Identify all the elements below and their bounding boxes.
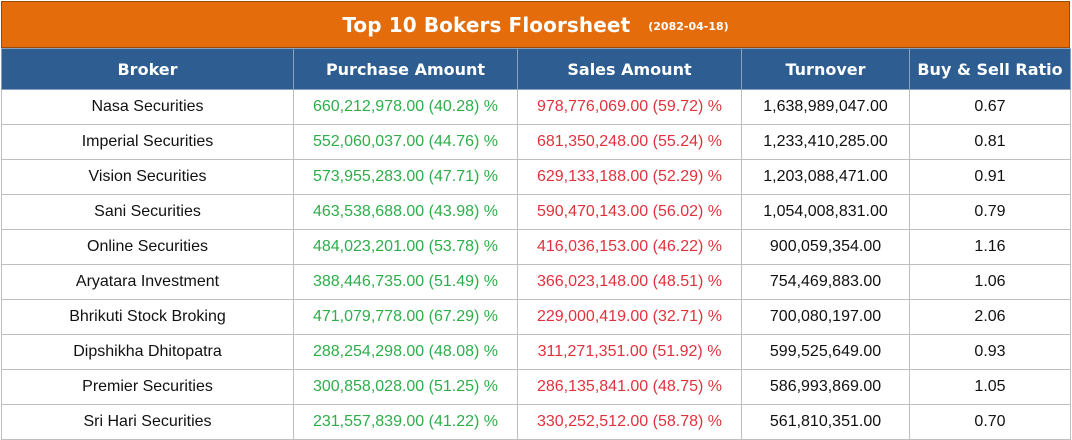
purchase-cell: 484,023,201.00 (53.78) % [293, 229, 518, 265]
ratio-cell: 0.70 [909, 404, 1071, 440]
turnover-cell: 1,203,088,471.00 [741, 159, 910, 195]
broker-cell: Sani Securities [1, 194, 294, 230]
report-date: (2082-04-18) [648, 20, 729, 33]
table-row: Sri Hari Securities 231,557,839.00 (41.2… [1, 404, 1071, 440]
column-header-purchase: Purchase Amount [293, 48, 518, 90]
turnover-cell: 586,993,869.00 [741, 369, 910, 405]
ratio-cell: 1.16 [909, 229, 1071, 265]
table-row: Online Securities 484,023,201.00 (53.78)… [1, 229, 1071, 265]
table-row: Dipshikha Dhitopatra 288,254,298.00 (48.… [1, 334, 1071, 370]
ratio-cell: 1.06 [909, 264, 1071, 300]
floorsheet-table: Broker Purchase Amount Sales Amount Turn… [1, 48, 1071, 440]
purchase-cell: 388,446,735.00 (51.49) % [293, 264, 518, 300]
turnover-cell: 1,638,989,047.00 [741, 89, 910, 125]
broker-cell: Online Securities [1, 229, 294, 265]
sales-cell: 229,000,419.00 (32.71) % [517, 299, 742, 335]
ratio-cell: 2.06 [909, 299, 1071, 335]
broker-cell: Dipshikha Dhitopatra [1, 334, 294, 370]
turnover-cell: 754,469,883.00 [741, 264, 910, 300]
sales-cell: 311,271,351.00 (51.92) % [517, 334, 742, 370]
sales-cell: 629,133,188.00 (52.29) % [517, 159, 742, 195]
table-row: Bhrikuti Stock Broking 471,079,778.00 (6… [1, 299, 1071, 335]
table-row: Sani Securities 463,538,688.00 (43.98) %… [1, 194, 1071, 230]
ratio-cell: 0.67 [909, 89, 1071, 125]
table-row: Vision Securities 573,955,283.00 (47.71)… [1, 159, 1071, 195]
turnover-cell: 561,810,351.00 [741, 404, 910, 440]
sales-cell: 590,470,143.00 (56.02) % [517, 194, 742, 230]
ratio-cell: 0.81 [909, 124, 1071, 160]
sales-cell: 330,252,512.00 (58.78) % [517, 404, 742, 440]
table-row: Nasa Securities 660,212,978.00 (40.28) %… [1, 89, 1071, 125]
broker-cell: Aryatara Investment [1, 264, 294, 300]
sales-cell: 286,135,841.00 (48.75) % [517, 369, 742, 405]
sales-cell: 681,350,248.00 (55.24) % [517, 124, 742, 160]
broker-cell: Nasa Securities [1, 89, 294, 125]
purchase-cell: 463,538,688.00 (43.98) % [293, 194, 518, 230]
broker-cell: Vision Securities [1, 159, 294, 195]
purchase-cell: 288,254,298.00 (48.08) % [293, 334, 518, 370]
ratio-cell: 0.79 [909, 194, 1071, 230]
turnover-cell: 1,233,410,285.00 [741, 124, 910, 160]
ratio-cell: 0.91 [909, 159, 1071, 195]
page-title: Top 10 Bokers Floorsheet [342, 12, 631, 37]
broker-cell: Premier Securities [1, 369, 294, 405]
ratio-cell: 0.93 [909, 334, 1071, 370]
title-bar: Top 10 Bokers Floorsheet (2082-04-18) [1, 1, 1070, 48]
purchase-cell: 552,060,037.00 (44.76) % [293, 124, 518, 160]
sales-cell: 978,776,069.00 (59.72) % [517, 89, 742, 125]
table-row: Imperial Securities 552,060,037.00 (44.7… [1, 124, 1071, 160]
turnover-cell: 599,525,649.00 [741, 334, 910, 370]
table-row: Aryatara Investment 388,446,735.00 (51.4… [1, 264, 1071, 300]
header-row: Broker Purchase Amount Sales Amount Turn… [1, 48, 1071, 90]
broker-cell: Sri Hari Securities [1, 404, 294, 440]
turnover-cell: 1,054,008,831.00 [741, 194, 910, 230]
purchase-cell: 471,079,778.00 (67.29) % [293, 299, 518, 335]
column-header-sales: Sales Amount [517, 48, 742, 90]
column-header-broker: Broker [1, 48, 294, 90]
table-row: Premier Securities 300,858,028.00 (51.25… [1, 369, 1071, 405]
column-header-ratio: Buy & Sell Ratio [909, 48, 1071, 90]
turnover-cell: 900,059,354.00 [741, 229, 910, 265]
purchase-cell: 300,858,028.00 (51.25) % [293, 369, 518, 405]
turnover-cell: 700,080,197.00 [741, 299, 910, 335]
broker-cell: Imperial Securities [1, 124, 294, 160]
sales-cell: 416,036,153.00 (46.22) % [517, 229, 742, 265]
purchase-cell: 660,212,978.00 (40.28) % [293, 89, 518, 125]
purchase-cell: 573,955,283.00 (47.71) % [293, 159, 518, 195]
column-header-turnover: Turnover [741, 48, 910, 90]
purchase-cell: 231,557,839.00 (41.22) % [293, 404, 518, 440]
ratio-cell: 1.05 [909, 369, 1071, 405]
broker-cell: Bhrikuti Stock Broking [1, 299, 294, 335]
sales-cell: 366,023,148.00 (48.51) % [517, 264, 742, 300]
